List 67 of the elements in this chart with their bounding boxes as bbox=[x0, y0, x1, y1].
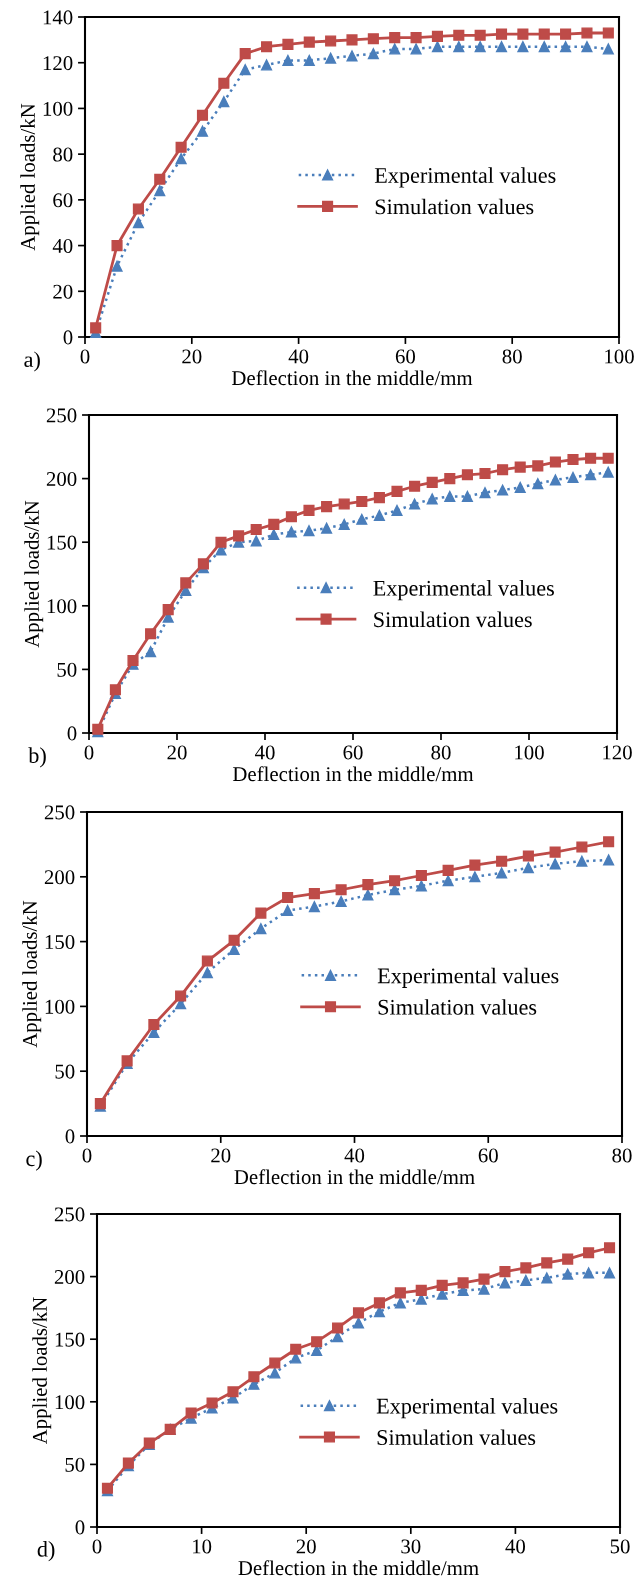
y-tick-label: 50 bbox=[55, 1064, 75, 1079]
x-tick-label: 40 bbox=[344, 1148, 365, 1163]
y-tick-label: 200 bbox=[46, 471, 77, 487]
y-tick-label: 40 bbox=[52, 238, 73, 253]
x-tick-label: 60 bbox=[395, 349, 416, 364]
x-tick-label: 40 bbox=[254, 745, 275, 760]
y-tick-label: 140 bbox=[43, 10, 73, 25]
y-tick-label: 150 bbox=[55, 1332, 85, 1347]
y-tick-label: 250 bbox=[44, 805, 75, 820]
legend-label: Experimental values bbox=[374, 167, 556, 188]
x-tick-label: 10 bbox=[193, 1539, 212, 1554]
legend-label: Simulation values bbox=[374, 611, 532, 628]
text: d) bbox=[37, 1541, 55, 1562]
y-axis-title: Applied loads/kN bbox=[20, 103, 40, 251]
x-axis-title: Deflection in the middle/mm bbox=[238, 1560, 479, 1576]
legend-label: Experimental values bbox=[373, 580, 554, 601]
text: c) bbox=[26, 1150, 42, 1171]
y-tick-label: 200 bbox=[54, 1269, 85, 1285]
x-tick-label: 0 bbox=[92, 1539, 102, 1554]
x-tick-label: 100 bbox=[515, 745, 544, 760]
y-tick-label: 50 bbox=[65, 1457, 85, 1472]
x-tick-label: 50 bbox=[610, 1539, 630, 1554]
x-tick-label: 120 bbox=[603, 745, 632, 760]
legend-label: Simulation values bbox=[378, 999, 537, 1015]
y-tick-label: 150 bbox=[45, 934, 75, 950]
text: a) bbox=[24, 351, 40, 372]
x-axis-title: Deflection in the middle/mm bbox=[232, 766, 474, 782]
x-axis-title: Deflection in the middle/mm bbox=[234, 1169, 475, 1185]
y-tick-label: 100 bbox=[45, 999, 75, 1014]
y-tick-label: 50 bbox=[57, 662, 77, 677]
x-tick-label: 80 bbox=[431, 745, 451, 760]
y-tick-label: 0 bbox=[63, 330, 73, 345]
y-tick-label: 60 bbox=[53, 193, 73, 208]
y-axis-title: Applied loads/kN bbox=[32, 1297, 52, 1445]
y-tick-label: 100 bbox=[55, 1395, 85, 1410]
legend-label: Experimental values bbox=[376, 1398, 558, 1419]
y-tick-label: 0 bbox=[65, 1129, 75, 1144]
y-tick-label: 0 bbox=[75, 1520, 85, 1535]
x-tick-label: 100 bbox=[605, 349, 634, 364]
x-tick-label: 20 bbox=[296, 1539, 316, 1554]
y-tick-label: 150 bbox=[47, 535, 77, 550]
x-tick-label: 20 bbox=[167, 745, 187, 760]
x-tick-label: 40 bbox=[288, 349, 309, 364]
x-tick-label: 60 bbox=[478, 1148, 498, 1163]
x-tick-label: 80 bbox=[612, 1148, 632, 1163]
y-tick-label: 100 bbox=[47, 599, 77, 614]
y-tick-label: 100 bbox=[43, 101, 73, 116]
y-axis-title: Applied loads/kN bbox=[24, 500, 44, 648]
x-tick-label: 20 bbox=[182, 349, 202, 364]
x-tick-label: 30 bbox=[401, 1539, 421, 1554]
x-tick-label: 60 bbox=[343, 745, 363, 760]
y-tick-label: 250 bbox=[54, 1207, 85, 1222]
x-tick-label: 40 bbox=[505, 1539, 526, 1554]
y-tick-label: 120 bbox=[43, 56, 73, 71]
y-tick-label: 200 bbox=[44, 870, 75, 885]
y-tick-label: 250 bbox=[46, 408, 77, 423]
y-tick-label: 80 bbox=[53, 147, 73, 162]
x-axis-title: Deflection in the middle/mm bbox=[231, 370, 473, 386]
y-axis-title: Applied loads/kN bbox=[22, 900, 42, 1048]
y-tick-label: 0 bbox=[67, 726, 77, 741]
legend-label: Simulation values bbox=[377, 1429, 536, 1446]
legend-label: Experimental values bbox=[377, 967, 559, 988]
x-tick-label: 20 bbox=[211, 1148, 231, 1163]
legend-label: Simulation values bbox=[375, 198, 534, 215]
y-tick-label: 20 bbox=[53, 284, 73, 299]
x-tick-label: 80 bbox=[502, 349, 522, 364]
text: b) bbox=[28, 747, 46, 768]
